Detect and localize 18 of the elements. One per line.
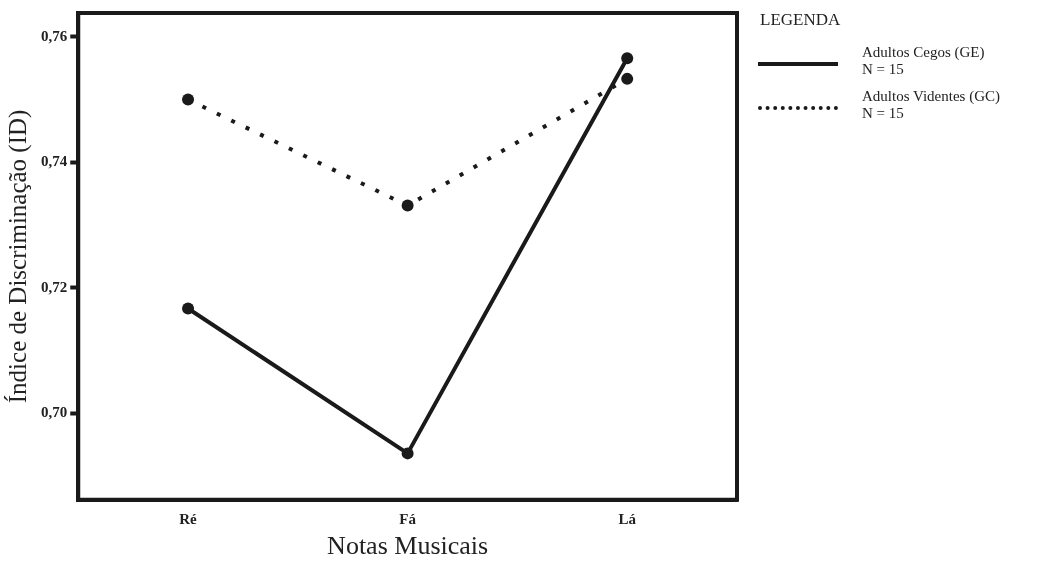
legend-title: LEGENDA bbox=[760, 10, 842, 30]
y-tick-label: 0,72 bbox=[41, 278, 68, 295]
y-tick-label: 0,70 bbox=[41, 404, 68, 421]
x-tick-label: Lá bbox=[618, 510, 637, 527]
text: Adultos Videntes (GC) N = 15 bbox=[862, 88, 1000, 122]
point bbox=[401, 447, 414, 460]
point bbox=[621, 72, 634, 85]
point bbox=[621, 52, 634, 65]
x-tick-label: Fá bbox=[399, 510, 417, 527]
y-tick-label: 0,74 bbox=[41, 153, 68, 170]
x-tick-label: Ré bbox=[179, 510, 198, 527]
point bbox=[182, 302, 195, 315]
y-axis-title: Índice de Discriminação (ID) bbox=[3, 109, 32, 404]
point bbox=[401, 199, 414, 212]
x-axis-title: Notas Musicais bbox=[327, 531, 489, 561]
point bbox=[182, 93, 195, 106]
y-tick-label: 0,76 bbox=[41, 27, 68, 44]
text: Adultos Cegos (GE) N = 15 bbox=[862, 44, 985, 78]
